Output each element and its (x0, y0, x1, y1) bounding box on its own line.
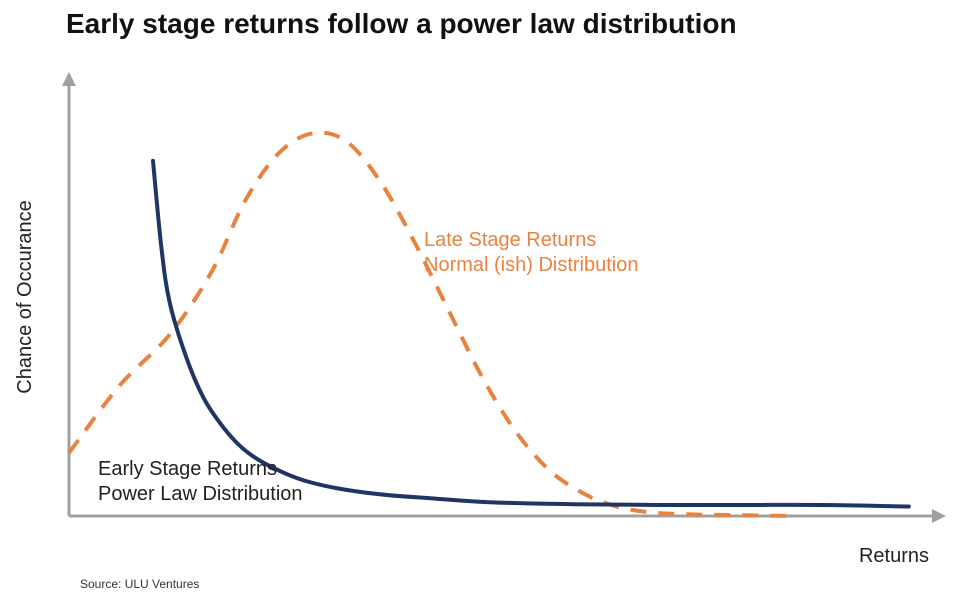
x-axis-label: Returns (859, 545, 929, 567)
y-axis-label: Chance of Occurance (14, 200, 36, 393)
late-stage-curve (67, 130, 792, 518)
late-stage-label: Late Stage Returns (424, 229, 596, 251)
late-stage-sublabel: Normal (ish) Distribution (424, 254, 639, 276)
series-layer (67, 130, 911, 518)
early-stage-label: Early Stage Returns (98, 458, 277, 480)
early-stage-sublabel: Power Law Distribution (98, 483, 303, 505)
early-stage-curve (151, 158, 911, 509)
source-note: Source: ULU Ventures (80, 577, 200, 591)
y-axis-arrow (62, 72, 76, 86)
x-axis-arrow (932, 509, 946, 523)
chart-title: Early stage returns follow a power law d… (66, 8, 737, 39)
